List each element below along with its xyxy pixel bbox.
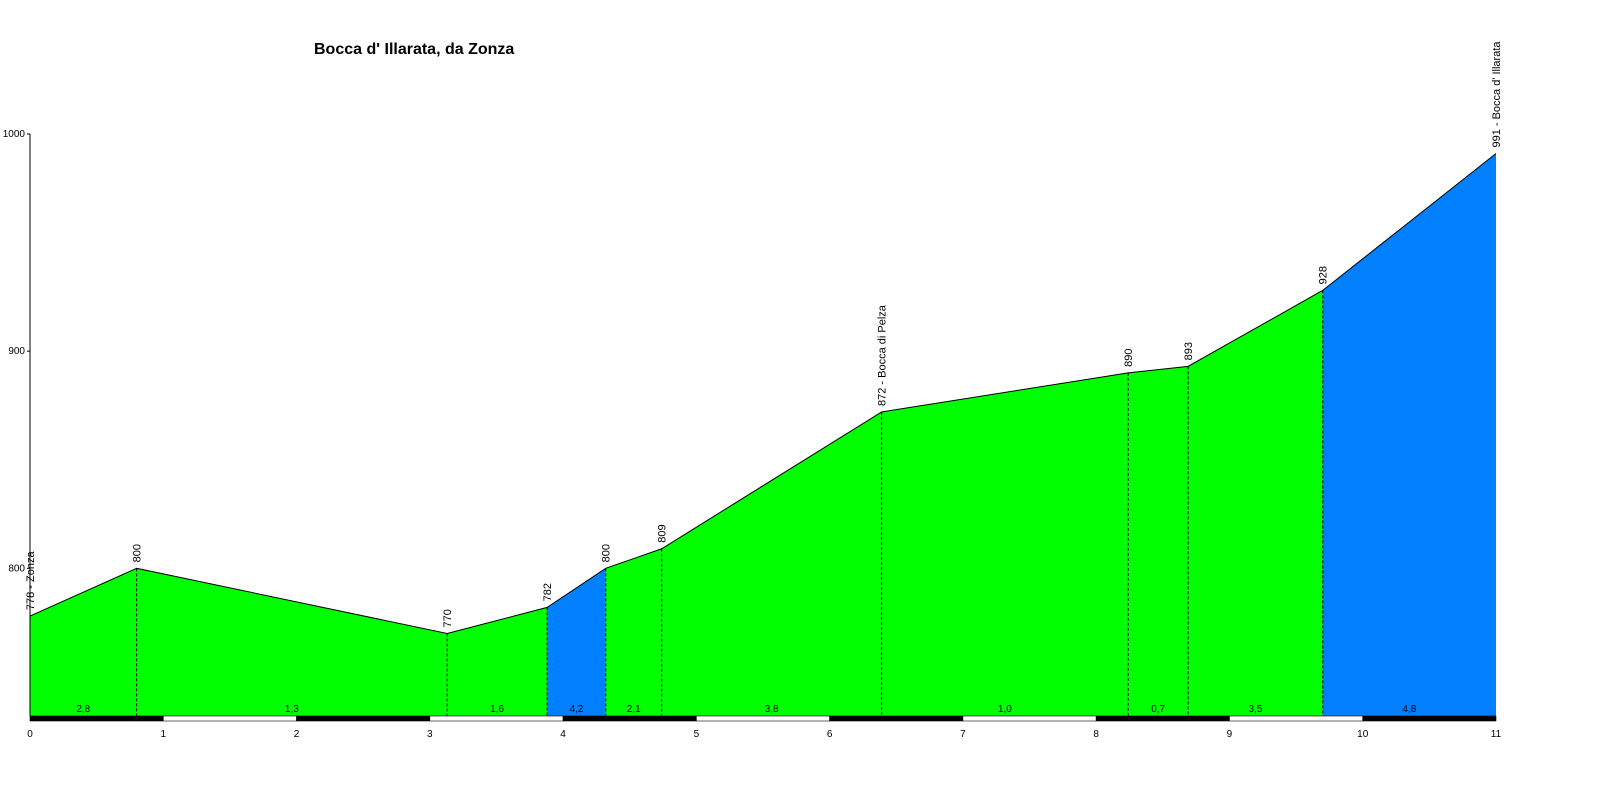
elevation-label: 770: [442, 609, 454, 627]
elevation-label: 800: [601, 544, 613, 562]
elevation-label: 893: [1183, 342, 1195, 360]
gradient-label: 3,5: [1248, 704, 1262, 715]
x-tick-label: 0: [27, 729, 33, 740]
y-axis: 800 900 1000: [3, 129, 31, 716]
x-tick-label: 11: [1491, 729, 1502, 740]
gradient-labels: 2,8 1,3 1,6 4,2 2,1 3,8 1,0 0,7 3,5 4,8: [76, 704, 1416, 715]
scale-bar-block: [829, 715, 964, 722]
gradient-label: 2,8: [76, 704, 90, 715]
profile-segment-fill: [547, 568, 606, 716]
scale-bar-block: [1229, 715, 1364, 722]
scale-bar-block: [162, 715, 297, 722]
x-tick-label: 4: [560, 729, 566, 740]
elevation-label: 991 - Bocca d' Illarata: [1491, 41, 1503, 148]
x-tick-label: 2: [294, 729, 300, 740]
gradient-label: 2,1: [627, 704, 641, 715]
profile-segment-fill: [1188, 290, 1323, 716]
scale-bar-block: [296, 715, 431, 722]
elevation-label: 928: [1318, 266, 1330, 284]
profile-segment-fill: [30, 568, 137, 716]
elevation-label: 872 - Bocca di Pelza: [877, 304, 889, 406]
chart-title: Bocca d' Illarata, da Zonza: [314, 41, 514, 58]
elevation-label: 800: [132, 544, 144, 562]
profile-segment-fill: [1128, 366, 1189, 716]
profile-segment-fill: [881, 372, 1129, 716]
scale-bar-block: [562, 715, 697, 722]
elevation-labels: 778 - Zonza 800 770 782 800 809 872 - Bocca di…: [25, 41, 1503, 628]
gradient-label: 4,8: [1402, 704, 1416, 715]
profile-segment-fill: [605, 548, 662, 716]
x-tick-label: 10: [1357, 729, 1369, 740]
y-tick-label: 800: [8, 563, 25, 574]
gradient-label: 4,2: [569, 704, 583, 715]
x-tick-label: 3: [427, 729, 433, 740]
profile-segment-fill: [447, 607, 548, 716]
y-tick-label: 1000: [3, 129, 26, 140]
x-tick-label: 8: [1093, 729, 1099, 740]
scale-bar-block: [1095, 715, 1230, 722]
elevation-label: 890: [1123, 349, 1135, 367]
gradient-label: 1,3: [285, 704, 299, 715]
scale-bar-block: [696, 715, 830, 722]
profile-segment-fill: [661, 411, 882, 716]
elevation-label: 782: [542, 583, 554, 601]
gradient-label: 3,8: [765, 704, 779, 715]
scale-bar-block: [429, 715, 564, 722]
scale-bar-block: [29, 715, 164, 722]
profile-outline: [29, 153, 1497, 634]
gradient-label: 1,0: [998, 704, 1012, 715]
x-tick-label: 1: [160, 729, 166, 740]
profile-line: [29, 153, 1497, 634]
profile-area-fills: [30, 153, 1496, 716]
elevation-label: 778 - Zonza: [25, 551, 37, 611]
x-tick-label: 7: [960, 729, 966, 740]
x-axis: 0 1 2 3 4 5 6 7 8 9 10 11: [27, 729, 1501, 740]
profile-segment-fill: [136, 568, 448, 716]
x-tick-label: 9: [1227, 729, 1233, 740]
x-tick-label: 6: [827, 729, 833, 740]
gradient-label: 1,6: [490, 704, 504, 715]
gradient-label: 0,7: [1151, 704, 1165, 715]
y-tick-label: 900: [8, 346, 25, 357]
distance-scale-bar: [29, 715, 1497, 722]
scale-bar-block: [1362, 715, 1497, 722]
profile-segment-fill: [1322, 153, 1496, 716]
x-tick-label: 5: [694, 729, 700, 740]
scale-bar-block: [962, 715, 1097, 722]
elevation-label: 809: [657, 524, 669, 542]
segment-dividers: [136, 290, 1324, 716]
